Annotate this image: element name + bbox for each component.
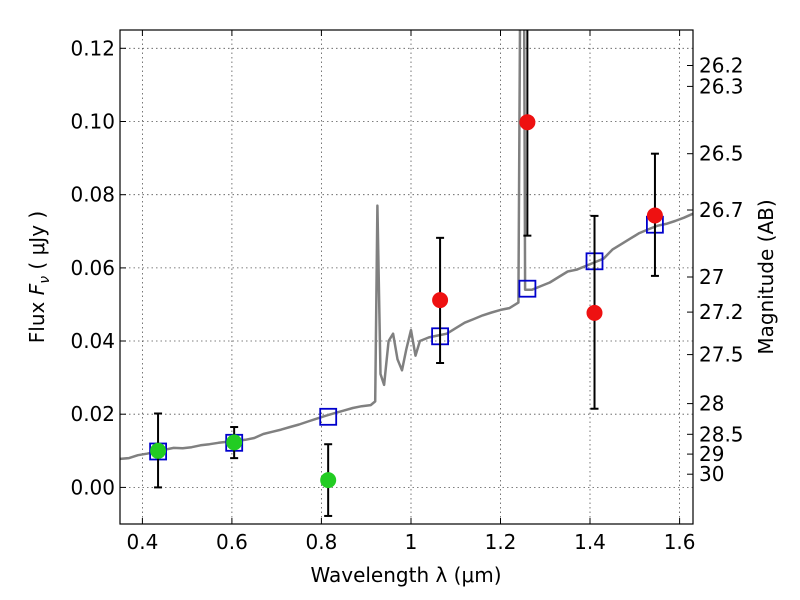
axis-ticks: 0.4 0.6 0.8 1 1.2 1.4 1.6 0.00 0.02 0.04 0.06 0.08 0… bbox=[70, 30, 744, 554]
observed-flux-point bbox=[226, 434, 243, 451]
y-axis-title: Flux Fν ( μJy ) bbox=[25, 211, 53, 343]
y-tick-label: 0.04 bbox=[70, 329, 115, 353]
magnitude-tick-label: 28.5 bbox=[699, 422, 744, 446]
model-spectrum-line bbox=[120, 30, 693, 461]
y-tick-label: 0.10 bbox=[70, 110, 115, 134]
observed-flux-point bbox=[586, 304, 603, 321]
y2-axis-title: Magnitude (AB) bbox=[754, 199, 778, 354]
y-tick-label: 0.02 bbox=[70, 402, 115, 426]
model-photometry-square bbox=[518, 279, 537, 298]
y-axis-title-prefix: Flux bbox=[25, 295, 49, 343]
magnitude-tick-label: 26.3 bbox=[699, 74, 744, 98]
y-axis-title-suffix: ( μJy ) bbox=[25, 211, 49, 276]
observed-flux-point bbox=[150, 442, 167, 459]
magnitude-tick-label: 26.5 bbox=[699, 142, 744, 166]
x-tick-label: 1.6 bbox=[664, 530, 696, 554]
plot-frame bbox=[119, 29, 694, 525]
x-axis-title: Wavelength λ (μm) bbox=[310, 563, 501, 587]
magnitude-tick-label: 28 bbox=[699, 392, 724, 416]
observed-flux-point bbox=[432, 292, 449, 309]
x-tick-label: 1 bbox=[405, 530, 418, 554]
magnitude-tick-label: 27.2 bbox=[699, 300, 744, 324]
grid-lines bbox=[120, 30, 693, 524]
magnitude-tick-label: 30 bbox=[699, 462, 724, 486]
plot-area bbox=[120, 30, 693, 517]
x-tick-label: 0.4 bbox=[126, 530, 158, 554]
y-tick-label: 0.00 bbox=[70, 475, 115, 499]
x-tick-label: 1.2 bbox=[485, 530, 517, 554]
magnitude-tick-label: 27 bbox=[699, 265, 724, 289]
model-photometry-square bbox=[319, 407, 338, 426]
x-tick-label: 1.4 bbox=[574, 530, 606, 554]
observed-flux-point bbox=[320, 472, 337, 489]
y-tick-label: 0.12 bbox=[70, 36, 115, 60]
y-axis-title-subscript: ν bbox=[37, 276, 53, 284]
magnitude-tick-label: 27.5 bbox=[699, 343, 744, 367]
x-tick-label: 0.8 bbox=[305, 530, 337, 554]
magnitude-tick-label: 29 bbox=[699, 442, 724, 466]
magnitude-tick-label: 26.7 bbox=[699, 198, 744, 222]
magnitude-tick-label: 26.2 bbox=[699, 54, 744, 78]
y-tick-label: 0.06 bbox=[70, 256, 115, 280]
observed-flux-point bbox=[519, 114, 536, 131]
y-tick-label: 0.08 bbox=[70, 183, 115, 207]
x-tick-label: 0.6 bbox=[216, 530, 248, 554]
observed-flux-point bbox=[646, 207, 663, 224]
y-axis-title-symbol: F bbox=[25, 283, 49, 295]
